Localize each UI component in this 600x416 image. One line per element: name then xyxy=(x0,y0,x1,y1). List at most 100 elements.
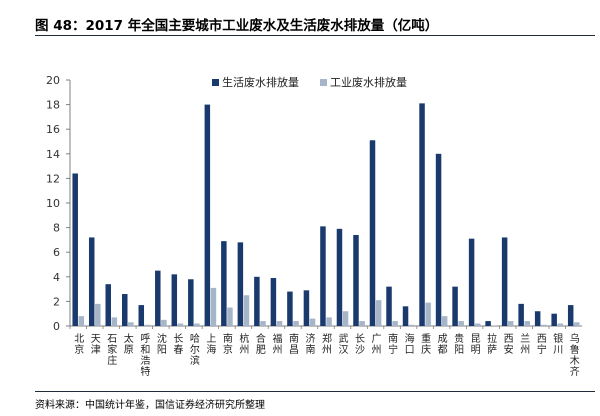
x-tick-label: 福州 xyxy=(272,332,282,356)
bar-industrial xyxy=(293,321,299,326)
bar-industrial xyxy=(194,323,200,326)
bar-industrial xyxy=(260,321,266,326)
x-tick-label: 南昌 xyxy=(289,332,299,356)
x-tick-label: 哈尔滨 xyxy=(190,332,200,367)
bar-industrial xyxy=(227,307,233,326)
x-tick-label: 南宁 xyxy=(388,332,398,356)
x-tick-label: 济南 xyxy=(305,332,315,356)
bar-domestic xyxy=(468,238,475,326)
x-tick-label: 沈阳 xyxy=(157,332,167,356)
x-tick-label: 上海 xyxy=(206,333,216,356)
x-tick-label: 海口 xyxy=(405,332,415,356)
y-tick-label: 6 xyxy=(53,246,60,259)
x-tick-label: 广州 xyxy=(372,333,382,356)
bar-domestic xyxy=(386,286,392,326)
bar-domestic xyxy=(105,284,111,326)
bar-domestic xyxy=(320,226,326,326)
x-tick-label: 北京 xyxy=(74,333,84,356)
bar-industrial xyxy=(309,318,316,326)
bar-domestic xyxy=(567,305,574,326)
bar-domestic xyxy=(534,311,541,326)
y-tick-label: 18 xyxy=(46,99,60,112)
legend-label-domestic: 生活废水排放量 xyxy=(222,75,299,89)
bar-domestic xyxy=(88,237,95,326)
x-tick-label: 武汉 xyxy=(339,332,349,356)
bar-industrial xyxy=(161,319,167,326)
x-tick-label: 西安 xyxy=(504,334,514,356)
bar-domestic xyxy=(204,104,211,326)
bar-industrial xyxy=(177,323,184,326)
bar-industrial xyxy=(128,322,134,326)
bar-industrial xyxy=(441,316,448,326)
x-tick-label: 贵阳 xyxy=(454,332,464,356)
x-tick-label: 南京 xyxy=(223,332,233,356)
legend-swatch-domestic xyxy=(212,79,219,86)
source-rule xyxy=(35,391,595,392)
bar-domestic xyxy=(122,294,128,326)
bar-industrial xyxy=(375,300,382,326)
figure-title: 图 48：2017 年全国主要城市工业废水及生活废水排放量（亿吨） xyxy=(35,18,439,34)
bar-domestic xyxy=(485,321,491,326)
x-tick-label: 郑州 xyxy=(322,332,332,356)
bar-domestic xyxy=(171,274,178,326)
bar-industrial xyxy=(78,316,85,326)
bar-industrial xyxy=(342,311,349,326)
y-tick-label: 2 xyxy=(53,295,60,308)
x-tick-label: 银川 xyxy=(553,332,563,356)
legend-label-industrial: 工业废水排放量 xyxy=(330,75,407,89)
bar-domestic xyxy=(518,303,524,326)
bar-industrial xyxy=(408,324,415,326)
bar-domestic xyxy=(452,286,458,326)
x-tick-label: 西宁 xyxy=(537,334,547,356)
bar-domestic xyxy=(72,173,78,326)
y-tick-label: 12 xyxy=(46,172,60,185)
bar-industrial xyxy=(474,323,481,326)
bar-domestic xyxy=(237,242,244,326)
y-tick-label: 4 xyxy=(53,271,60,284)
x-tick-label: 天津 xyxy=(91,334,101,356)
bar-domestic xyxy=(254,276,260,326)
bar-industrial xyxy=(243,295,250,326)
bar-domestic xyxy=(155,270,161,326)
bar-domestic xyxy=(270,278,277,326)
title-rule xyxy=(35,35,595,36)
y-tick-label: 10 xyxy=(46,197,60,210)
bar-domestic xyxy=(369,140,376,326)
x-tick-label: 重庆 xyxy=(421,332,431,356)
bar-domestic xyxy=(402,306,409,326)
bar-industrial xyxy=(491,325,497,326)
bar-industrial xyxy=(557,323,564,326)
x-tick-label: 昆明 xyxy=(471,333,481,356)
x-tick-label: 呼和浩特 xyxy=(140,333,150,378)
bar-industrial xyxy=(111,317,118,326)
source-note: 资料来源：中国统计年鉴，国信证券经济研究所整理 xyxy=(35,400,265,411)
bar-industrial xyxy=(574,322,580,326)
x-tick-label: 杭州 xyxy=(239,332,249,356)
x-tick-label: 长沙 xyxy=(355,333,365,356)
x-tick-label: 乌鲁木齐 xyxy=(570,332,580,378)
y-tick-label: 16 xyxy=(46,123,60,136)
bar-industrial xyxy=(524,321,530,326)
bar-industrial xyxy=(507,321,514,326)
legend-swatch-industrial xyxy=(320,79,327,86)
bar-industrial xyxy=(144,324,151,326)
x-tick-label: 太原 xyxy=(124,332,134,356)
bar-domestic xyxy=(303,290,310,326)
x-tick-label: 合肥 xyxy=(256,332,266,356)
bar-industrial xyxy=(276,321,283,326)
bar-domestic xyxy=(551,313,557,326)
bar-industrial xyxy=(425,302,431,326)
y-tick-label: 20 xyxy=(46,74,60,87)
bar-industrial xyxy=(392,321,398,326)
bar-domestic xyxy=(435,153,442,326)
y-tick-label: 0 xyxy=(53,320,60,333)
bar-domestic xyxy=(287,291,293,326)
x-tick-label: 石家庄 xyxy=(107,334,117,367)
x-tick-label: 兰州 xyxy=(520,332,530,356)
bar-industrial xyxy=(359,321,365,326)
y-tick-label: 8 xyxy=(53,222,60,235)
bar-domestic xyxy=(336,228,343,326)
bar-domestic xyxy=(501,237,508,326)
y-tick-label: 14 xyxy=(46,148,60,161)
